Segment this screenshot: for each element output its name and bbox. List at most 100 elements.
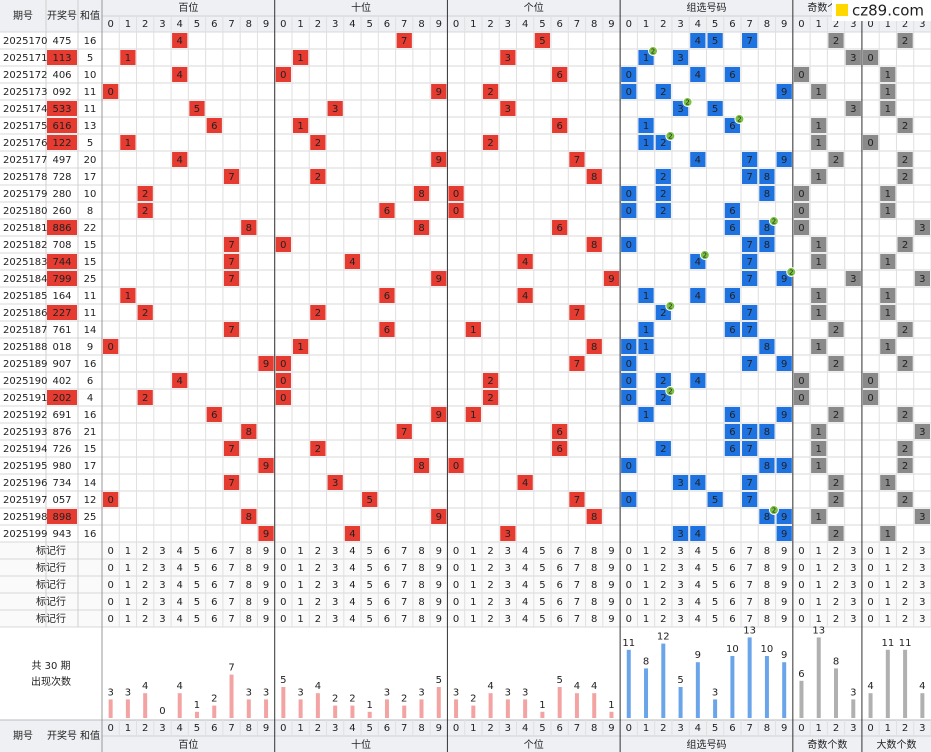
marker-digit[interactable]: 3 <box>332 563 338 574</box>
marker-digit[interactable]: 4 <box>522 597 528 608</box>
marker-digit[interactable]: 6 <box>729 597 735 608</box>
marker-digit[interactable]: 1 <box>470 563 476 574</box>
marker-digit[interactable]: 3 <box>332 546 338 557</box>
marker-digit[interactable]: 2 <box>315 580 321 591</box>
marker-digit[interactable]: 1 <box>125 563 131 574</box>
marker-digit[interactable]: 1 <box>885 563 891 574</box>
marker-digit[interactable]: 6 <box>384 597 390 608</box>
marker-digit[interactable]: 4 <box>522 580 528 591</box>
marker-digit[interactable]: 0 <box>798 597 804 608</box>
marker-digit[interactable]: 0 <box>280 546 286 557</box>
marker-digit[interactable]: 0 <box>798 563 804 574</box>
marker-digit[interactable]: 8 <box>246 614 252 625</box>
marker-digit[interactable]: 2 <box>315 597 321 608</box>
marker-digit[interactable]: 0 <box>798 546 804 557</box>
marker-digit[interactable]: 6 <box>556 597 562 608</box>
marker-digit[interactable]: 1 <box>816 546 822 557</box>
marker-digit[interactable]: 6 <box>211 580 217 591</box>
marker-digit[interactable]: 5 <box>712 614 718 625</box>
marker-digit[interactable]: 2 <box>833 580 839 591</box>
marker-digit[interactable]: 7 <box>228 563 234 574</box>
marker-digit[interactable]: 2 <box>142 614 148 625</box>
marker-digit[interactable]: 5 <box>539 580 545 591</box>
marker-digit[interactable]: 9 <box>608 597 614 608</box>
marker-digit[interactable]: 1 <box>470 546 476 557</box>
marker-digit[interactable]: 2 <box>487 563 493 574</box>
marker-digit[interactable]: 7 <box>401 546 407 557</box>
marker-digit[interactable]: 1 <box>297 597 303 608</box>
marker-digit[interactable]: 2 <box>833 614 839 625</box>
marker-digit[interactable]: 7 <box>746 614 752 625</box>
marker-digit[interactable]: 8 <box>764 614 770 625</box>
marker-digit[interactable]: 5 <box>367 597 373 608</box>
marker-digit[interactable]: 5 <box>367 614 373 625</box>
marker-digit[interactable]: 8 <box>764 580 770 591</box>
marker-digit[interactable]: 1 <box>816 563 822 574</box>
marker-digit[interactable]: 6 <box>384 614 390 625</box>
marker-digit[interactable]: 1 <box>470 580 476 591</box>
marker-digit[interactable]: 8 <box>418 580 424 591</box>
marker-digit[interactable]: 5 <box>539 597 545 608</box>
marker-row-label[interactable]: 标记行 <box>36 561 66 574</box>
marker-digit[interactable]: 1 <box>297 563 303 574</box>
marker-digit[interactable]: 3 <box>850 580 856 591</box>
marker-digit[interactable]: 8 <box>764 546 770 557</box>
marker-digit[interactable]: 2 <box>315 563 321 574</box>
marker-digit[interactable]: 9 <box>263 580 269 591</box>
marker-digit[interactable]: 5 <box>367 580 373 591</box>
marker-digit[interactable]: 6 <box>211 546 217 557</box>
marker-digit[interactable]: 7 <box>228 580 234 591</box>
marker-digit[interactable]: 2 <box>902 546 908 557</box>
marker-digit[interactable]: 4 <box>177 597 183 608</box>
marker-digit[interactable]: 4 <box>349 597 355 608</box>
marker-row-label[interactable]: 标记行 <box>36 544 66 557</box>
marker-digit[interactable]: 7 <box>746 546 752 557</box>
marker-digit[interactable]: 7 <box>228 614 234 625</box>
marker-digit[interactable]: 1 <box>643 597 649 608</box>
marker-digit[interactable]: 5 <box>539 614 545 625</box>
marker-digit[interactable]: 3 <box>850 597 856 608</box>
marker-digit[interactable]: 0 <box>867 580 873 591</box>
marker-digit[interactable]: 2 <box>487 580 493 591</box>
marker-digit[interactable]: 4 <box>349 546 355 557</box>
marker-digit[interactable]: 8 <box>591 580 597 591</box>
marker-digit[interactable]: 0 <box>867 546 873 557</box>
marker-digit[interactable]: 0 <box>107 597 113 608</box>
marker-digit[interactable]: 2 <box>142 580 148 591</box>
marker-digit[interactable]: 4 <box>349 614 355 625</box>
marker-digit[interactable]: 4 <box>177 614 183 625</box>
marker-digit[interactable]: 6 <box>384 580 390 591</box>
marker-digit[interactable]: 3 <box>919 597 925 608</box>
marker-digit[interactable]: 8 <box>591 597 597 608</box>
marker-digit[interactable]: 3 <box>332 614 338 625</box>
marker-digit[interactable]: 4 <box>695 580 701 591</box>
marker-digit[interactable]: 1 <box>885 597 891 608</box>
marker-digit[interactable]: 3 <box>919 614 925 625</box>
marker-digit[interactable]: 1 <box>643 563 649 574</box>
marker-digit[interactable]: 5 <box>194 580 200 591</box>
marker-digit[interactable]: 8 <box>246 546 252 557</box>
marker-digit[interactable]: 5 <box>539 563 545 574</box>
marker-digit[interactable]: 6 <box>384 546 390 557</box>
marker-digit[interactable]: 5 <box>712 546 718 557</box>
marker-digit[interactable]: 0 <box>798 580 804 591</box>
marker-digit[interactable]: 6 <box>211 614 217 625</box>
marker-digit[interactable]: 3 <box>159 580 165 591</box>
marker-digit[interactable]: 4 <box>695 597 701 608</box>
marker-digit[interactable]: 0 <box>280 580 286 591</box>
marker-digit[interactable]: 4 <box>349 563 355 574</box>
marker-digit[interactable]: 3 <box>677 614 683 625</box>
marker-digit[interactable]: 0 <box>626 580 632 591</box>
marker-digit[interactable]: 9 <box>436 597 442 608</box>
marker-digit[interactable]: 1 <box>816 580 822 591</box>
marker-digit[interactable]: 6 <box>556 546 562 557</box>
marker-digit[interactable]: 7 <box>401 563 407 574</box>
marker-digit[interactable]: 3 <box>677 546 683 557</box>
marker-digit[interactable]: 1 <box>643 614 649 625</box>
marker-digit[interactable]: 0 <box>453 546 459 557</box>
marker-digit[interactable]: 2 <box>833 546 839 557</box>
marker-digit[interactable]: 3 <box>332 597 338 608</box>
marker-digit[interactable]: 2 <box>315 614 321 625</box>
marker-digit[interactable]: 5 <box>194 614 200 625</box>
marker-digit[interactable]: 7 <box>228 597 234 608</box>
